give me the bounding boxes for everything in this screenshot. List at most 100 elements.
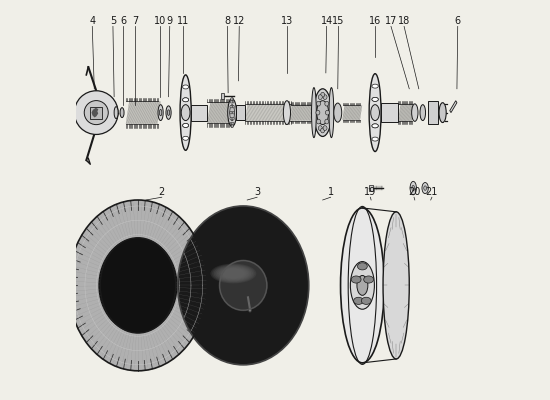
Ellipse shape <box>323 126 327 130</box>
Text: 15: 15 <box>332 16 345 26</box>
Ellipse shape <box>358 263 367 270</box>
Text: 7: 7 <box>132 16 138 26</box>
Ellipse shape <box>372 97 378 101</box>
Text: 20: 20 <box>408 187 420 197</box>
Ellipse shape <box>372 124 378 128</box>
Text: 8: 8 <box>224 16 230 26</box>
Ellipse shape <box>369 74 381 152</box>
Ellipse shape <box>114 107 118 118</box>
Ellipse shape <box>318 126 322 130</box>
Ellipse shape <box>232 100 234 103</box>
Ellipse shape <box>372 137 378 141</box>
Ellipse shape <box>283 101 290 124</box>
Ellipse shape <box>422 182 428 194</box>
Text: 4: 4 <box>89 16 95 26</box>
Circle shape <box>74 91 118 134</box>
Ellipse shape <box>321 128 324 133</box>
Ellipse shape <box>350 262 375 309</box>
Ellipse shape <box>340 208 384 363</box>
Ellipse shape <box>182 105 190 120</box>
Ellipse shape <box>383 212 409 359</box>
Ellipse shape <box>214 265 253 282</box>
Ellipse shape <box>232 122 234 125</box>
Ellipse shape <box>329 88 334 138</box>
Ellipse shape <box>249 309 251 312</box>
Ellipse shape <box>325 101 329 106</box>
Bar <box>236 106 245 120</box>
Ellipse shape <box>178 206 309 365</box>
Ellipse shape <box>232 105 234 108</box>
Ellipse shape <box>219 260 268 311</box>
Ellipse shape <box>317 101 329 124</box>
Bar <box>191 105 207 120</box>
FancyBboxPatch shape <box>90 107 102 118</box>
Ellipse shape <box>98 238 178 333</box>
Ellipse shape <box>230 122 233 125</box>
Text: 10: 10 <box>153 16 166 26</box>
Ellipse shape <box>183 124 189 128</box>
Ellipse shape <box>183 98 189 102</box>
Circle shape <box>84 100 108 125</box>
Ellipse shape <box>334 103 342 122</box>
Ellipse shape <box>412 185 415 191</box>
Ellipse shape <box>216 266 251 281</box>
Ellipse shape <box>158 105 163 120</box>
Ellipse shape <box>230 117 232 120</box>
Text: 16: 16 <box>369 16 381 26</box>
Text: 1: 1 <box>328 187 334 197</box>
Bar <box>369 185 373 191</box>
Text: 19: 19 <box>364 187 376 197</box>
Ellipse shape <box>211 264 256 284</box>
Ellipse shape <box>231 125 234 128</box>
Ellipse shape <box>160 110 162 116</box>
Ellipse shape <box>221 268 246 279</box>
Ellipse shape <box>372 84 378 88</box>
Ellipse shape <box>68 200 207 371</box>
Ellipse shape <box>120 108 124 118</box>
Ellipse shape <box>357 276 368 295</box>
Ellipse shape <box>230 105 234 120</box>
Ellipse shape <box>420 105 426 120</box>
Ellipse shape <box>230 100 233 103</box>
Ellipse shape <box>371 105 380 120</box>
Ellipse shape <box>424 186 427 190</box>
Ellipse shape <box>317 101 321 106</box>
Ellipse shape <box>230 125 233 128</box>
Text: 18: 18 <box>398 16 410 26</box>
Ellipse shape <box>230 111 232 114</box>
Text: 14: 14 <box>321 16 333 26</box>
Text: 3: 3 <box>254 187 260 197</box>
Ellipse shape <box>183 85 189 89</box>
Ellipse shape <box>232 117 234 120</box>
Ellipse shape <box>326 110 329 115</box>
Ellipse shape <box>323 95 327 100</box>
Ellipse shape <box>180 75 191 150</box>
Ellipse shape <box>314 89 332 136</box>
Text: 11: 11 <box>177 16 189 26</box>
Ellipse shape <box>212 264 255 283</box>
Ellipse shape <box>183 136 189 140</box>
Text: 2: 2 <box>158 187 165 197</box>
Ellipse shape <box>411 104 418 121</box>
Ellipse shape <box>317 119 321 124</box>
Bar <box>381 103 398 122</box>
Ellipse shape <box>219 267 248 280</box>
Ellipse shape <box>167 110 170 115</box>
Ellipse shape <box>311 88 316 138</box>
Polygon shape <box>92 109 97 116</box>
Polygon shape <box>450 101 457 113</box>
Ellipse shape <box>364 276 373 283</box>
Ellipse shape <box>410 181 416 195</box>
Ellipse shape <box>183 98 189 102</box>
Bar <box>221 93 224 99</box>
Ellipse shape <box>230 98 233 100</box>
Ellipse shape <box>316 110 320 115</box>
Text: 21: 21 <box>426 187 438 197</box>
Ellipse shape <box>372 124 378 128</box>
Ellipse shape <box>231 98 234 100</box>
Ellipse shape <box>166 106 171 119</box>
Ellipse shape <box>232 111 234 114</box>
Ellipse shape <box>183 124 189 128</box>
Text: 17: 17 <box>385 16 397 26</box>
Ellipse shape <box>361 297 371 304</box>
